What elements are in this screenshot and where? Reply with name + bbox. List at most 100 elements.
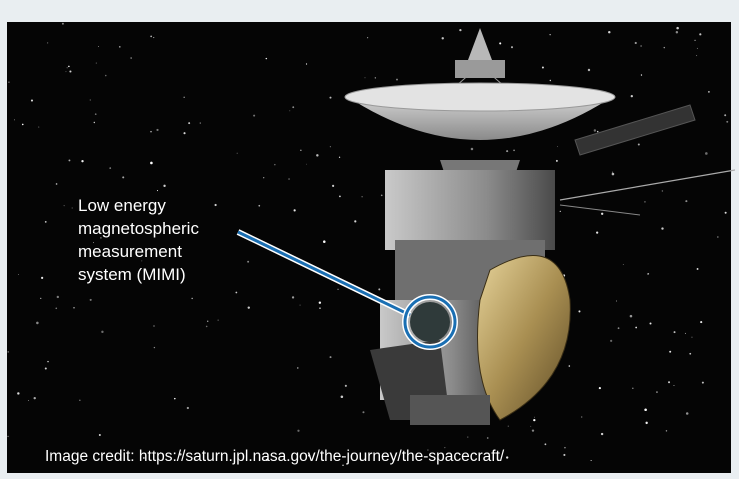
star: [708, 91, 710, 93]
star: [265, 57, 268, 60]
star: [118, 46, 121, 48]
star: [549, 79, 552, 82]
star: [17, 392, 20, 395]
star: [258, 204, 261, 207]
star: [530, 425, 532, 427]
star: [339, 195, 341, 198]
star: [297, 367, 299, 369]
star: [100, 236, 102, 239]
star: [568, 365, 571, 367]
star: [596, 231, 599, 234]
star: [470, 147, 474, 151]
star: [205, 325, 208, 328]
star: [541, 66, 544, 69]
star: [207, 320, 209, 322]
star: [362, 411, 365, 414]
star: [337, 288, 339, 290]
star: [183, 132, 186, 135]
star: [33, 396, 36, 400]
star: [217, 319, 219, 321]
star: [724, 211, 727, 214]
star: [101, 330, 104, 334]
star: [608, 30, 611, 34]
star: [691, 336, 693, 338]
star: [531, 429, 535, 432]
star: [38, 126, 40, 128]
star: [214, 203, 217, 207]
star: [183, 96, 185, 99]
star: [297, 429, 300, 432]
star: [306, 163, 307, 165]
star: [186, 406, 189, 410]
star: [8, 81, 10, 83]
star: [684, 332, 686, 334]
star: [7, 351, 9, 353]
star: [367, 37, 369, 39]
star: [27, 399, 29, 401]
star: [622, 264, 624, 265]
star: [68, 159, 71, 162]
star: [374, 77, 376, 79]
star: [36, 321, 39, 325]
star: [191, 297, 193, 300]
star: [587, 68, 591, 72]
star: [427, 449, 429, 451]
star: [663, 46, 666, 49]
star: [675, 31, 679, 34]
star: [71, 207, 73, 209]
star: [640, 74, 643, 76]
star: [499, 42, 502, 45]
star: [93, 242, 94, 244]
star: [635, 326, 638, 329]
star: [467, 436, 469, 438]
star: [21, 123, 24, 126]
star: [673, 331, 676, 334]
star: [644, 408, 647, 412]
star: [459, 29, 462, 32]
star: [61, 22, 64, 25]
star: [47, 42, 49, 44]
callout-circle: [403, 295, 457, 349]
star: [332, 184, 335, 187]
star: [724, 114, 727, 117]
star: [141, 260, 143, 262]
star: [122, 176, 125, 179]
star: [47, 360, 49, 363]
star: [253, 114, 256, 117]
star: [354, 220, 357, 223]
star: [40, 297, 42, 299]
star: [105, 74, 107, 77]
star: [308, 454, 311, 457]
star: [685, 412, 689, 415]
star: [292, 106, 295, 109]
star: [344, 384, 347, 387]
star: [600, 432, 604, 436]
callout-text: magnetospheric: [78, 219, 199, 238]
star: [559, 210, 561, 213]
star: [18, 274, 19, 275]
spacecraft: [344, 28, 736, 425]
star: [689, 352, 692, 355]
star: [44, 367, 47, 370]
star: [153, 346, 156, 349]
star: [506, 150, 509, 153]
star: [291, 296, 295, 299]
star: [263, 177, 265, 179]
star: [247, 260, 250, 263]
star: [364, 77, 366, 79]
star: [130, 57, 132, 59]
star: [30, 99, 34, 102]
star: [319, 307, 321, 310]
star: [645, 421, 648, 425]
callout-text: Low energy: [78, 196, 166, 215]
star: [616, 300, 618, 302]
star: [696, 47, 698, 49]
star: [329, 96, 332, 99]
star: [236, 152, 238, 154]
star: [179, 453, 182, 456]
star: [274, 163, 276, 166]
star: [199, 122, 201, 124]
star: [647, 273, 650, 275]
star: [505, 456, 509, 459]
star: [630, 95, 633, 98]
